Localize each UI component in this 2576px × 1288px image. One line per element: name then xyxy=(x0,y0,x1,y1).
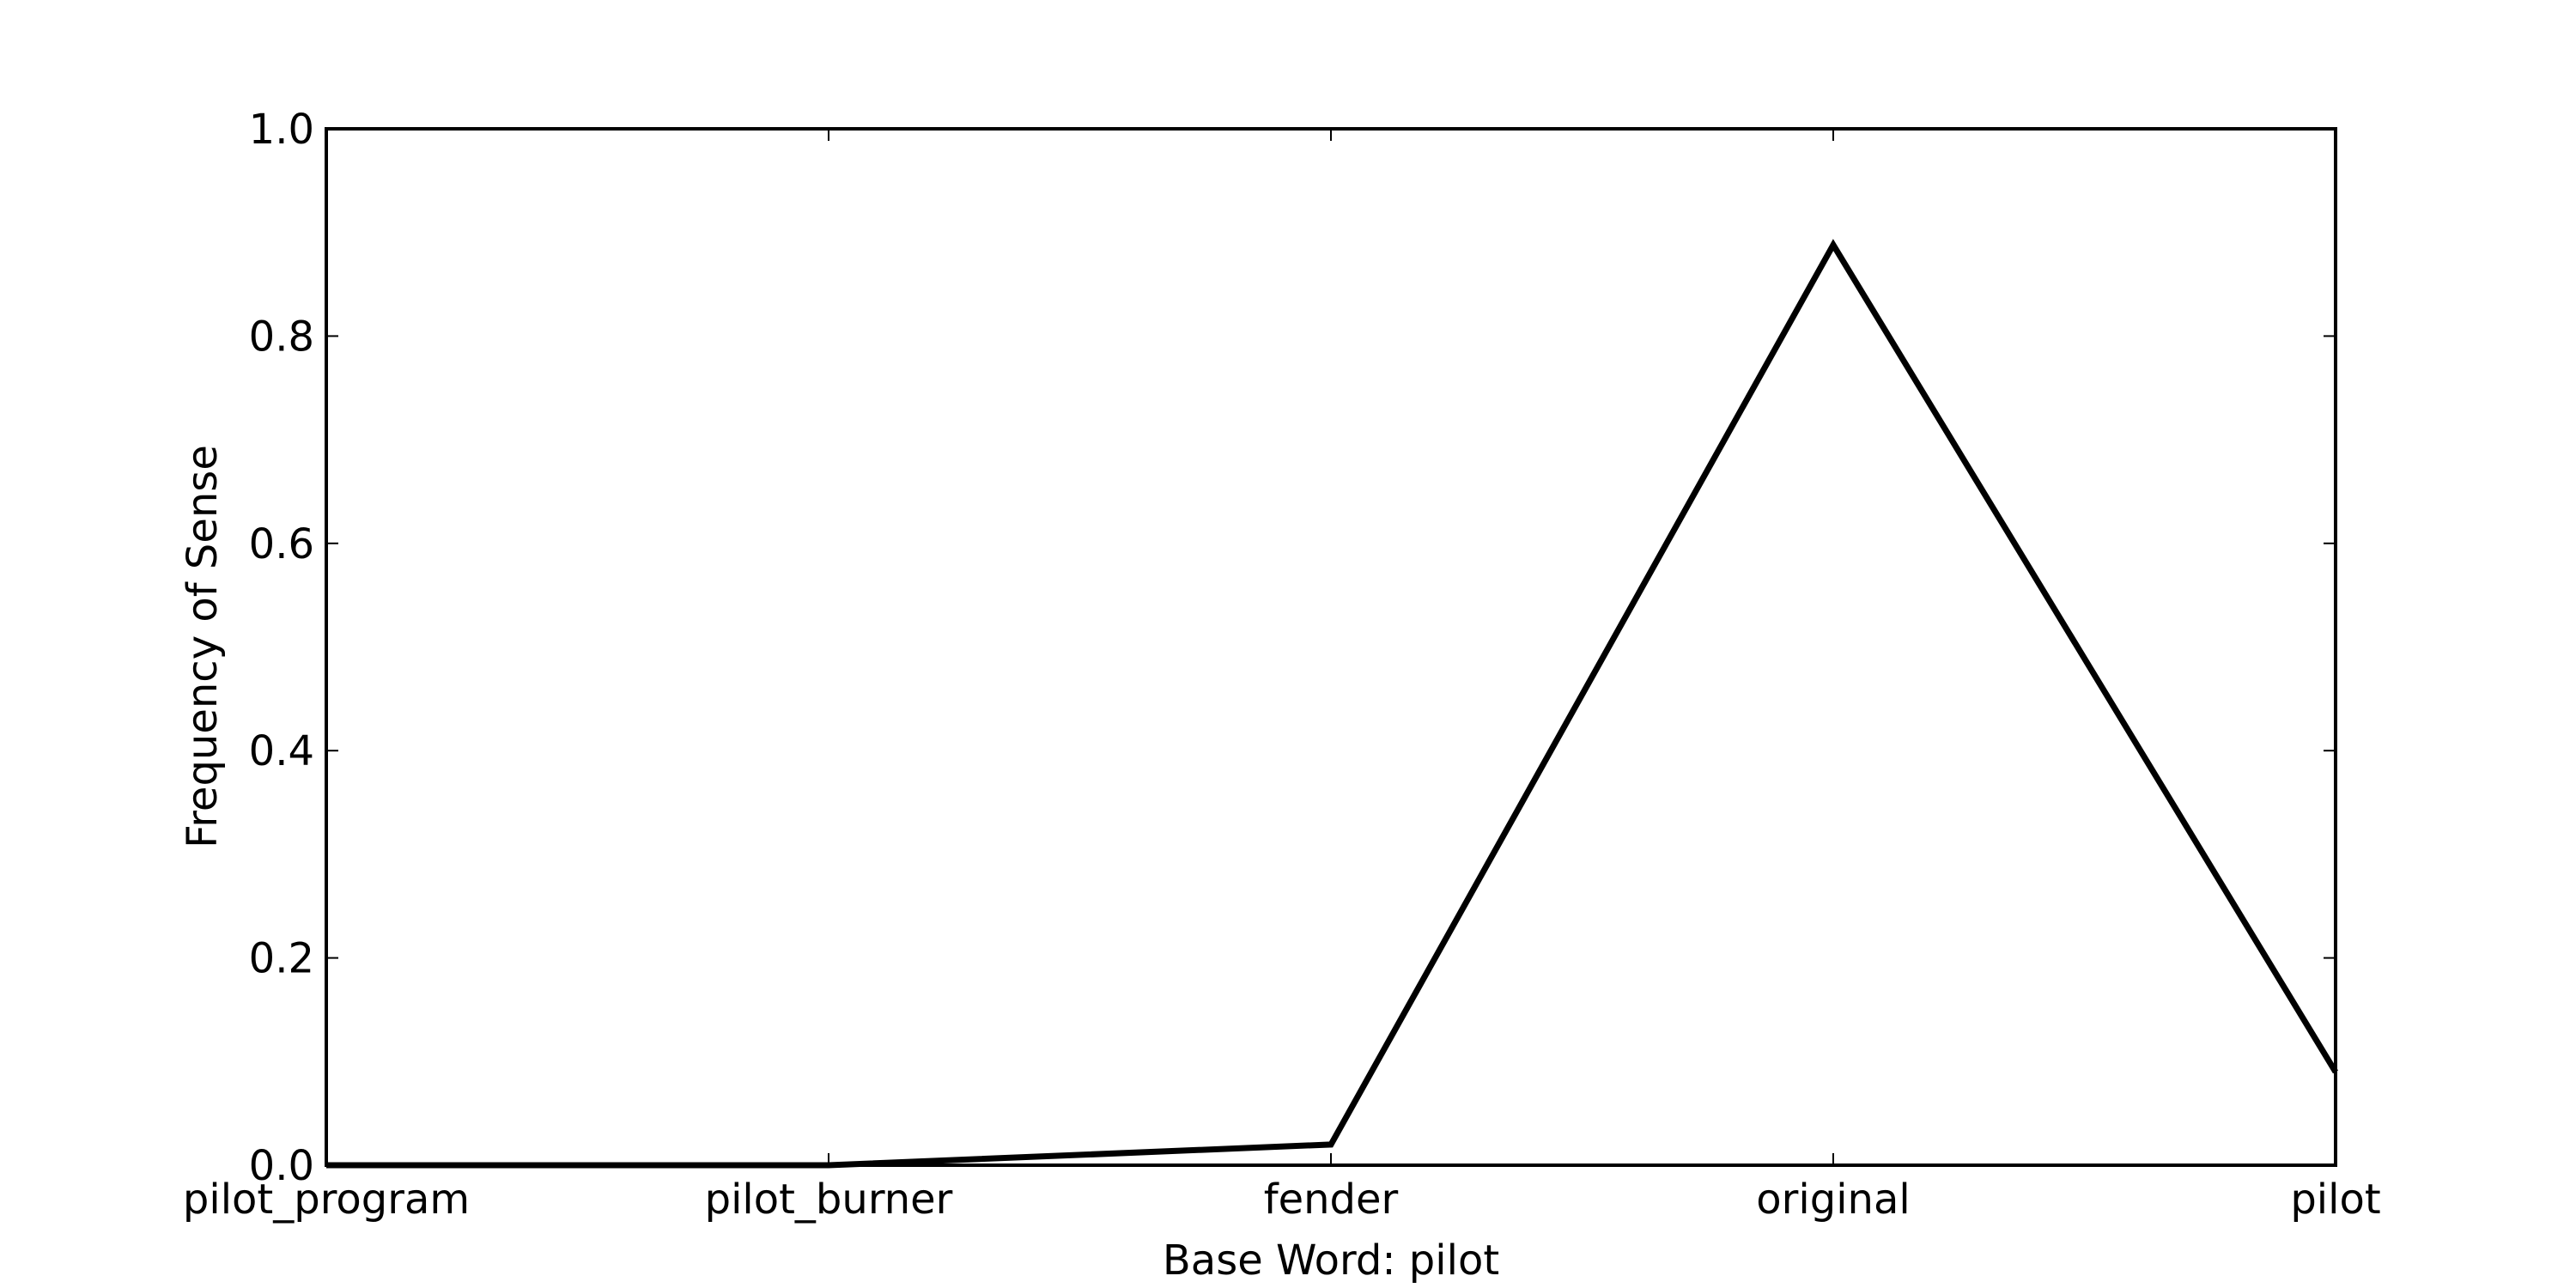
x-tick-label: original xyxy=(1756,1176,1910,1224)
x-tick-label: fender xyxy=(1264,1176,1399,1224)
y-tick-label: 0.4 xyxy=(249,727,314,775)
x-tick-label: pilot_burner xyxy=(705,1176,953,1224)
x-tick-label: pilot_program xyxy=(183,1176,470,1224)
plot-area xyxy=(326,129,2336,1165)
plot-frame xyxy=(325,127,2337,1167)
y-tick-label: 0.6 xyxy=(249,520,314,568)
tick-labels-layer: 0.0 0.2 0.4 0.6 0.8 1.0 pilot_program pilot_bur… xyxy=(183,106,2381,1224)
y-tick-label: 0.2 xyxy=(249,935,314,983)
y-tick-label: 1.0 xyxy=(249,106,314,154)
x-axis-label: Base Word: pilot xyxy=(1163,1236,1499,1285)
y-tick-label: 0.8 xyxy=(249,313,314,361)
x-tick-label: pilot xyxy=(2290,1176,2380,1224)
y-axis-label: Frequency of Sense xyxy=(179,445,227,848)
y-tick-label: 0.0 xyxy=(249,1142,314,1190)
